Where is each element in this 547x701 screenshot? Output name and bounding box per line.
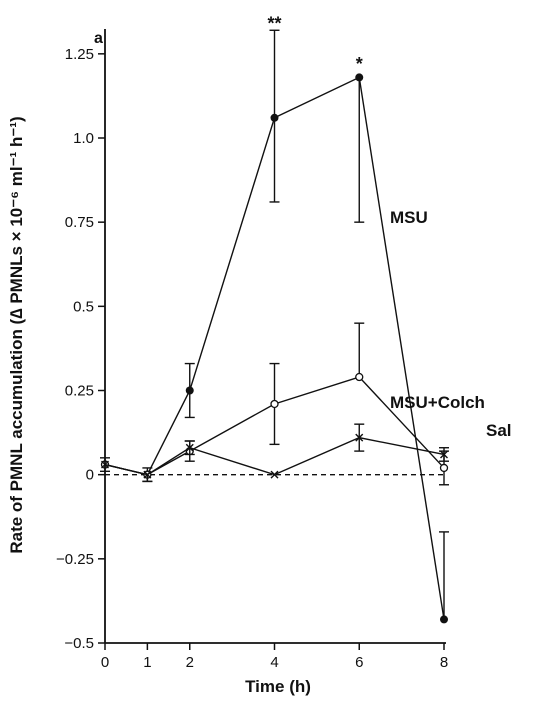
data-point-sal <box>355 433 364 442</box>
x-tick-label: 6 <box>355 654 363 671</box>
series-msu <box>100 29 449 624</box>
significance-marker-4h: ** <box>267 14 281 34</box>
data-point-msu-colch <box>270 399 279 409</box>
y-tick-label: 0.5 <box>73 298 94 315</box>
y-tick-label: 1.25 <box>65 46 94 63</box>
y-tick-label: 1.0 <box>73 130 94 147</box>
cross-stroke <box>185 443 194 452</box>
series-label-sal: Sal <box>486 421 512 440</box>
series-line-sal <box>104 436 445 476</box>
y-tick-label: −0.5 <box>64 635 94 652</box>
x-tick-label: 8 <box>440 654 448 671</box>
cross-stroke <box>270 470 279 479</box>
cross-stroke <box>440 450 448 459</box>
x-tick-label: 2 <box>186 654 194 671</box>
data-point-sal <box>270 470 279 479</box>
y-tick-label: 0.75 <box>65 214 94 231</box>
x-tick-label: 4 <box>270 654 278 671</box>
series-group <box>100 29 449 624</box>
data-point-sal <box>185 443 194 452</box>
x-tick-label: 1 <box>143 654 151 671</box>
axes: 0 1 2 4 6 8 −0.5 −0.25 0 0.25 0.5 0.75 1.0 1.25 <box>56 29 448 671</box>
y-axis-title: Rate of PMNL accumulation (∆ PMNLs × 10⁻… <box>7 116 26 553</box>
panel-label: a <box>94 30 103 47</box>
y-tick-label: 0.25 <box>65 383 94 400</box>
data-point-msu <box>355 73 364 82</box>
cross-stroke <box>355 433 364 442</box>
data-point-sal <box>143 470 152 479</box>
series-label-msu: MSU <box>390 208 428 227</box>
data-point-msu <box>440 615 448 624</box>
data-point-msu-colch <box>355 372 364 382</box>
y-tick-label: −0.25 <box>56 551 94 568</box>
data-point-msu <box>270 113 279 122</box>
significance-marker-6h: * <box>356 54 363 74</box>
y-tick-label: 0 <box>86 467 94 484</box>
data-point-sal <box>440 450 448 459</box>
data-point-msu-colch <box>439 463 449 473</box>
series-label-msu-colch: MSU+Colch <box>390 393 485 412</box>
cross-stroke <box>143 470 152 479</box>
data-point-msu <box>185 386 194 395</box>
x-axis-title: Time (h) <box>245 677 311 696</box>
x-tick-label: 0 <box>101 654 109 671</box>
